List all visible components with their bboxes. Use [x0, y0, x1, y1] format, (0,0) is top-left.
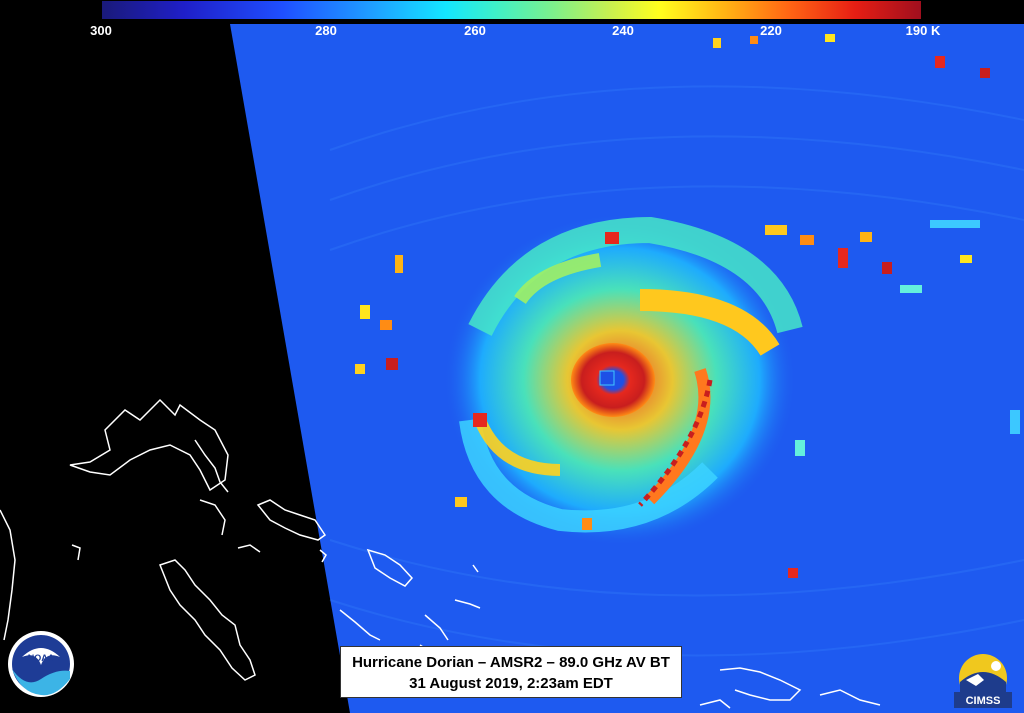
hurricane-eye: [599, 370, 615, 386]
color-scale-bar: [101, 0, 922, 20]
colorbar-tick-label: 190 K: [905, 23, 941, 38]
coastlines: [0, 398, 881, 709]
image-caption: Hurricane Dorian – AMSR2 – 89.0 GHz AV B…: [340, 646, 682, 698]
colorbar-tick-label: 300: [90, 23, 112, 38]
colorbar-tick-label: 240: [612, 23, 634, 38]
cimss-logo-text: CIMSS: [966, 695, 1001, 707]
caption-date: 31 August 2019, 2:23am EDT: [409, 675, 613, 692]
noaa-logo: NOAA: [8, 631, 74, 697]
caption-title: Hurricane Dorian – AMSR2 – 89.0 GHz AV B…: [352, 654, 670, 671]
hurricane-dorian: [445, 215, 803, 545]
cimss-logo: CIMSS: [954, 654, 1012, 708]
colorbar-tick-label: 280: [315, 23, 337, 38]
colorbar-tick-label: 220: [760, 23, 782, 38]
convection-cells: [355, 34, 1020, 578]
noaa-logo-text: NOAA: [28, 653, 55, 663]
colorbar-tick-label: 260: [464, 23, 486, 38]
